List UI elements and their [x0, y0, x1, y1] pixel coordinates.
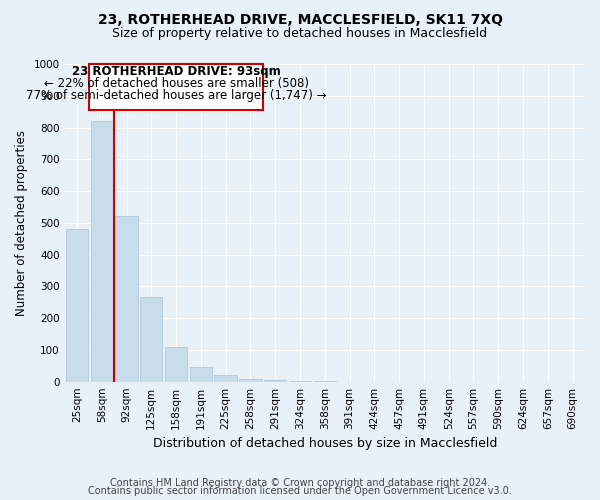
Bar [239, 378, 262, 382]
Bar [89, 64, 263, 110]
Bar [140, 298, 163, 382]
Bar [214, 376, 237, 382]
Text: Contains public sector information licensed under the Open Government Licence v3: Contains public sector information licen… [88, 486, 512, 496]
Bar [66, 229, 88, 382]
Bar [115, 216, 137, 382]
Text: 23 ROTHERHEAD DRIVE: 93sqm: 23 ROTHERHEAD DRIVE: 93sqm [71, 66, 280, 78]
Y-axis label: Number of detached properties: Number of detached properties [15, 130, 28, 316]
Bar [190, 368, 212, 382]
X-axis label: Distribution of detached houses by size in Macclesfield: Distribution of detached houses by size … [152, 437, 497, 450]
Text: Size of property relative to detached houses in Macclesfield: Size of property relative to detached ho… [112, 28, 488, 40]
Text: 23, ROTHERHEAD DRIVE, MACCLESFIELD, SK11 7XQ: 23, ROTHERHEAD DRIVE, MACCLESFIELD, SK11… [97, 12, 503, 26]
Bar [165, 346, 187, 382]
Text: 77% of semi-detached houses are larger (1,747) →: 77% of semi-detached houses are larger (… [26, 90, 326, 102]
Bar [264, 380, 286, 382]
Bar [289, 381, 311, 382]
Bar [91, 121, 113, 382]
Text: Contains HM Land Registry data © Crown copyright and database right 2024.: Contains HM Land Registry data © Crown c… [110, 478, 490, 488]
Text: ← 22% of detached houses are smaller (508): ← 22% of detached houses are smaller (50… [44, 76, 308, 90]
